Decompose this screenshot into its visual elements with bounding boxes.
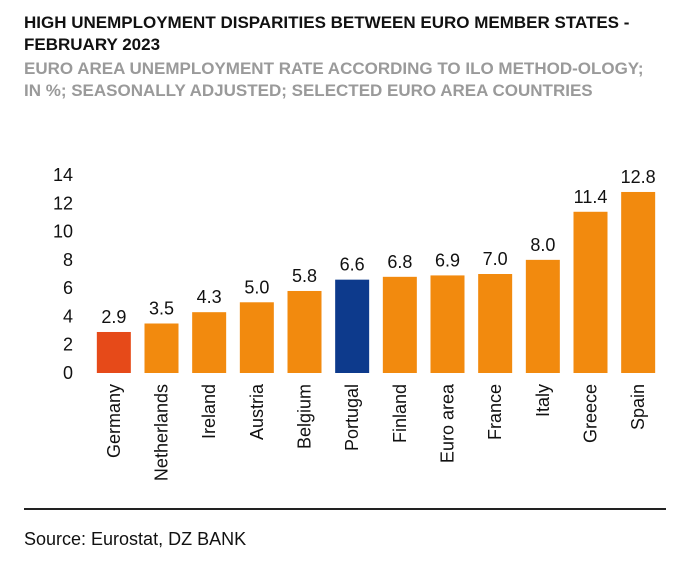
x-tick-label: Belgium bbox=[295, 384, 315, 449]
footer-rule bbox=[24, 508, 666, 510]
chart-subtitle: EURO AREA UNEMPLOYMENT RATE ACCORDING TO… bbox=[24, 59, 644, 100]
data-label: 6.9 bbox=[435, 250, 460, 270]
data-label: 6.8 bbox=[387, 252, 412, 272]
bar-italy bbox=[525, 259, 560, 373]
data-label: 4.3 bbox=[197, 287, 222, 307]
bar-austria bbox=[239, 302, 274, 373]
x-axis-labels-group: Germany Netherlands Ireland Austria Belgium P… bbox=[104, 383, 648, 481]
y-tick-label: 10 bbox=[53, 222, 73, 242]
y-tick-label: 0 bbox=[63, 363, 73, 383]
data-label: 5.0 bbox=[244, 277, 269, 297]
bar-netherlands bbox=[144, 323, 179, 373]
x-tick-label: Netherlands bbox=[152, 384, 172, 481]
x-tick-label: Euro area bbox=[438, 383, 458, 463]
y-tick-label: 6 bbox=[63, 278, 73, 298]
x-tick-label: Germany bbox=[104, 384, 124, 458]
x-tick-label: Spain bbox=[628, 384, 648, 430]
y-tick-label: 14 bbox=[53, 165, 73, 185]
x-tick-label: Portugal bbox=[342, 384, 362, 451]
bar-ireland bbox=[192, 312, 227, 373]
x-tick-label: Ireland bbox=[199, 384, 219, 439]
source-note: Source: Eurostat, DZ BANK bbox=[24, 529, 247, 549]
data-label: 2.9 bbox=[101, 307, 126, 327]
data-label: 12.8 bbox=[621, 167, 656, 187]
y-tick-label: 8 bbox=[63, 250, 73, 270]
x-tick-label: Greece bbox=[581, 384, 601, 443]
y-axis: 0 2 4 6 8 10 12 14 bbox=[53, 165, 73, 383]
bar-finland bbox=[382, 276, 417, 373]
data-label: 6.6 bbox=[340, 255, 365, 275]
data-label: 3.5 bbox=[149, 299, 174, 319]
bar-germany bbox=[96, 331, 131, 373]
y-tick-label: 4 bbox=[63, 306, 73, 326]
bar-portugal bbox=[335, 279, 370, 373]
data-label: 5.8 bbox=[292, 266, 317, 286]
y-tick-label: 12 bbox=[53, 193, 73, 213]
bar-greece bbox=[573, 211, 608, 373]
bar-belgium bbox=[287, 290, 322, 373]
data-label: 11.4 bbox=[574, 187, 608, 207]
data-label: 7.0 bbox=[483, 249, 508, 269]
value-labels-group: 2.9 3.5 4.3 5.0 5.8 6.6 6.8 6.9 7.0 8.0 11.4 12.8 bbox=[101, 167, 655, 327]
x-tick-label: France bbox=[485, 384, 505, 440]
bar-france bbox=[478, 274, 513, 373]
bars-group bbox=[96, 191, 656, 373]
bar-spain bbox=[621, 191, 656, 373]
bar-euro-area bbox=[430, 275, 465, 373]
y-tick-label: 2 bbox=[63, 335, 73, 355]
x-tick-label: Finland bbox=[390, 384, 410, 443]
x-tick-label: Austria bbox=[247, 383, 267, 440]
data-label: 8.0 bbox=[530, 235, 555, 255]
x-tick-label: Italy bbox=[533, 384, 553, 417]
chart-title: HIGH UNEMPLOYMENT DISPARITIES BETWEEN EU… bbox=[24, 13, 630, 54]
